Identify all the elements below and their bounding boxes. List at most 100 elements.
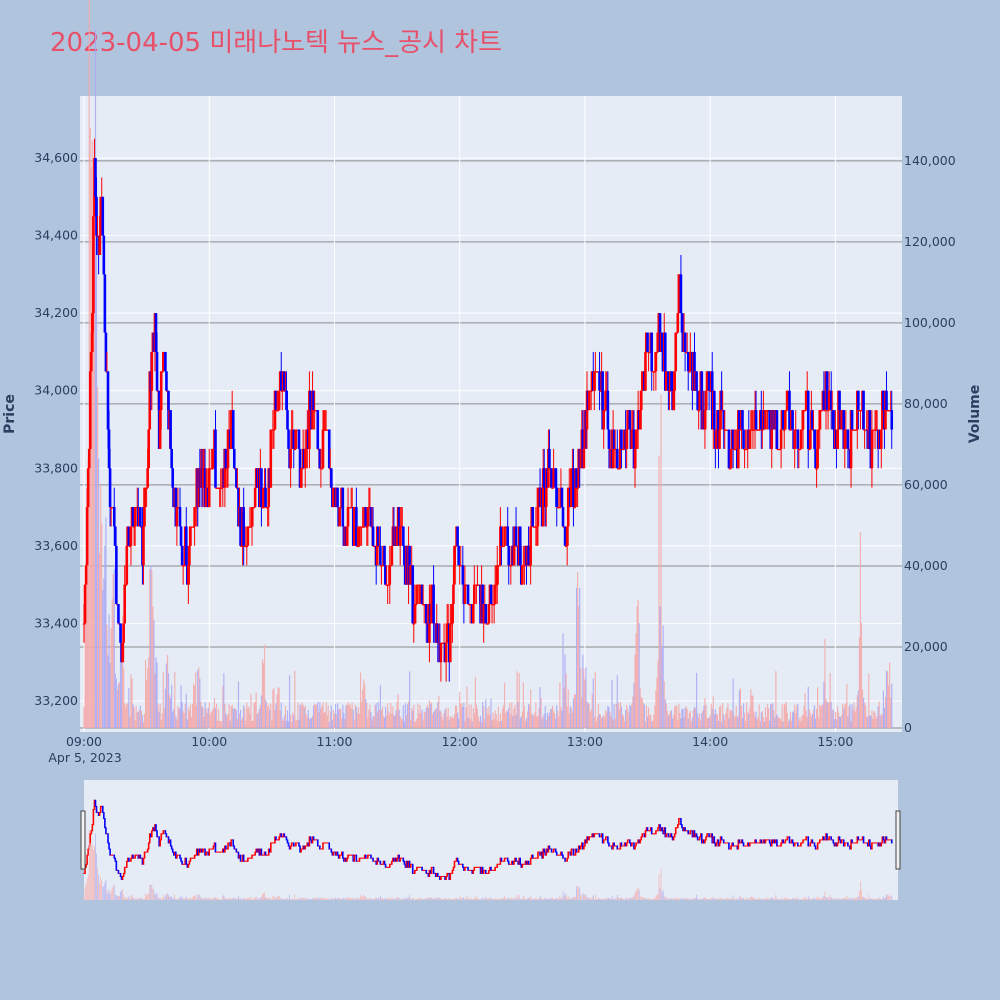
- candle-body: [387, 584, 391, 586]
- candle-body: [128, 545, 132, 548]
- volume-bar: [88, 0, 90, 728]
- volume-bar: [832, 709, 834, 728]
- volume-bar: [579, 587, 581, 728]
- volume-bar: [472, 708, 474, 728]
- candle-body: [125, 545, 129, 585]
- main-plot-area: [80, 96, 902, 732]
- range-slider-right-handle[interactable]: [895, 810, 901, 870]
- volume-bar: [479, 715, 482, 728]
- candle-body: [601, 371, 604, 430]
- volume-bar: [134, 720, 136, 728]
- candle-body: [807, 448, 811, 451]
- volume-bar: [102, 590, 104, 728]
- volume-bar: [250, 694, 252, 728]
- volume-bar: [201, 706, 203, 728]
- volume-bar: [168, 694, 171, 728]
- candle-body: [535, 526, 539, 528]
- candle-body: [286, 410, 289, 430]
- volume-bar: [759, 721, 761, 728]
- volume-bar: [748, 713, 750, 728]
- candle-body: [308, 390, 311, 449]
- candle-body: [529, 526, 532, 566]
- candle-body: [495, 565, 499, 585]
- candle-body: [269, 429, 273, 488]
- volume-bar: [652, 720, 654, 728]
- candle-body: [272, 429, 276, 431]
- candle-body: [660, 332, 664, 352]
- candle-body: [563, 526, 567, 546]
- volume-bar: [87, 458, 89, 728]
- volume-bar: [510, 714, 512, 728]
- volume-bar: [307, 709, 309, 728]
- candle-body: [98, 235, 101, 255]
- volume-bar: [92, 197, 94, 728]
- candle-body: [444, 642, 448, 663]
- volume-bar: [470, 704, 472, 728]
- candle-body: [498, 565, 501, 567]
- volume-bar: [151, 569, 153, 728]
- volume-bar: [211, 710, 213, 728]
- volume-bar: [492, 712, 494, 728]
- candle-body: [668, 390, 671, 392]
- volume-bar: [269, 709, 271, 728]
- candle-body: [803, 410, 807, 412]
- volume-bar: [100, 484, 102, 728]
- volume-bar: [449, 715, 451, 728]
- volume-bar: [372, 716, 374, 728]
- candle-body: [727, 429, 731, 469]
- volume-bar: [574, 694, 577, 728]
- volume-bar: [406, 704, 409, 728]
- volume-bar: [888, 685, 890, 728]
- candle-body: [274, 390, 278, 411]
- volume-bar: [849, 704, 851, 728]
- volume-bar: [306, 716, 308, 728]
- volume-bar: [154, 673, 156, 728]
- volume-bar: [874, 712, 876, 728]
- volume-tick-label: 20,000: [904, 639, 948, 654]
- candle-body: [667, 371, 670, 391]
- volume-bar: [890, 697, 892, 728]
- volume-bar: [869, 715, 871, 728]
- candle-body: [737, 410, 740, 469]
- candle-body: [582, 448, 586, 469]
- volume-bar: [578, 606, 580, 728]
- volume-bar: [606, 712, 608, 728]
- volume-bar: [545, 720, 547, 728]
- candle-body: [283, 371, 286, 391]
- volume-bar: [239, 709, 242, 728]
- candle-body: [239, 507, 242, 546]
- volume-bar: [724, 719, 726, 728]
- volume-bar: [441, 716, 443, 728]
- volume-axis: 0 20,000 40,000 60,000 80,000 100,000 120,000 1…: [904, 153, 956, 735]
- candle-body: [720, 390, 723, 411]
- candle-body: [381, 565, 384, 567]
- volume-bar: [846, 683, 848, 728]
- volume-bar: [412, 710, 414, 728]
- volume-bar: [592, 678, 594, 728]
- volume-bar: [514, 704, 516, 728]
- range-slider[interactable]: [84, 780, 898, 900]
- volume-bar: [523, 706, 525, 728]
- volume-bar: [212, 708, 215, 728]
- volume-bar: [104, 545, 106, 728]
- candle-body: [741, 410, 744, 430]
- volume-bar: [413, 704, 415, 728]
- candle-body: [463, 584, 467, 605]
- volume-bar: [352, 709, 354, 728]
- candle-body: [880, 429, 883, 449]
- range-slider-left-handle[interactable]: [80, 810, 86, 870]
- volume-bar: [704, 698, 706, 728]
- volume-bar: [644, 721, 647, 728]
- volume-bar: [409, 671, 411, 728]
- candle-body: [231, 410, 235, 449]
- volume-bar: [279, 710, 281, 728]
- volume-bar: [690, 721, 692, 728]
- candle-body: [482, 604, 485, 624]
- volume-bar: [481, 721, 483, 728]
- volume-bar: [303, 707, 305, 728]
- candle-body: [245, 545, 249, 548]
- volume-bar: [716, 714, 719, 728]
- volume-bar: [777, 716, 779, 728]
- volume-bar: [108, 614, 110, 728]
